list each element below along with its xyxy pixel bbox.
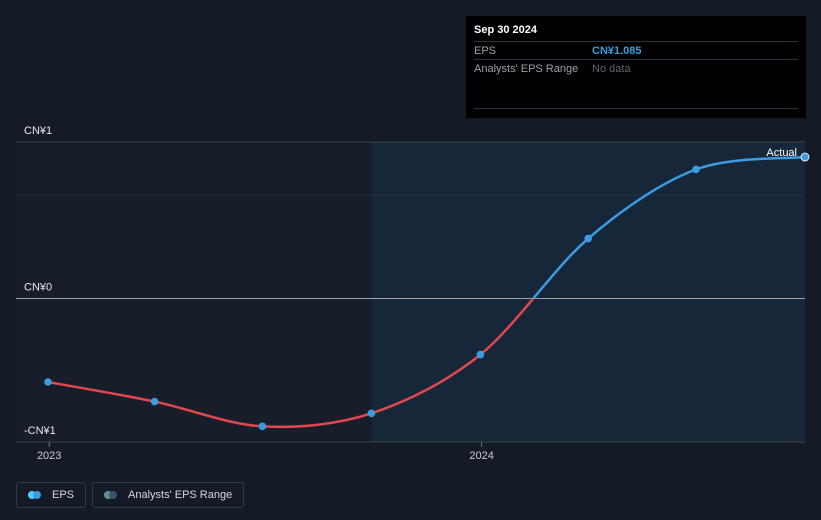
eps-point[interactable] bbox=[367, 409, 376, 418]
legend-eps-label: EPS bbox=[52, 489, 75, 501]
eps-point[interactable] bbox=[258, 422, 267, 431]
actual-label: Actual bbox=[766, 147, 797, 159]
eps-point[interactable] bbox=[44, 378, 52, 386]
eps-legend-icon bbox=[28, 491, 46, 499]
tooltip-row-eps: EPS CN¥1.085 bbox=[474, 41, 798, 59]
eps-series bbox=[47, 155, 806, 429]
y-tick-label-1: CN¥1 bbox=[24, 125, 52, 137]
legend-eps[interactable]: EPS bbox=[16, 482, 87, 508]
eps-point[interactable] bbox=[150, 397, 159, 406]
y-tick-label-0: CN¥0 bbox=[24, 282, 52, 294]
tooltip-range-label: Analysts' EPS Range bbox=[474, 62, 579, 75]
forecast-band bbox=[371, 142, 805, 442]
eps-line-positive bbox=[531, 155, 806, 299]
tooltip-row-range: Analysts' EPS Range No data bbox=[474, 59, 798, 77]
eps-point[interactable] bbox=[692, 165, 700, 174]
y-tick-label-minus-1: -CN¥1 bbox=[24, 425, 56, 437]
range-legend-icon bbox=[104, 491, 122, 499]
plot-background bbox=[16, 142, 371, 442]
eps-line-negative bbox=[47, 298, 535, 429]
tooltip-date: Sep 30 2024 bbox=[474, 24, 537, 36]
eps-points bbox=[44, 152, 810, 431]
tooltip-eps-label: EPS bbox=[474, 44, 497, 57]
eps-point[interactable] bbox=[800, 152, 810, 162]
legend-range-label: Analysts' EPS Range bbox=[128, 489, 233, 501]
eps-point[interactable] bbox=[476, 350, 485, 359]
tooltip-divider bbox=[474, 108, 798, 109]
x-tick-label-2023: 2023 bbox=[37, 450, 61, 462]
eps-point[interactable] bbox=[584, 234, 593, 243]
tooltip-range-value: No data bbox=[592, 62, 631, 75]
tooltip-panel: Sep 30 2024 EPS CN¥1.085 Analysts' EPS R… bbox=[466, 16, 806, 118]
legend: EPS Analysts' EPS Range bbox=[16, 482, 245, 508]
x-tick-label-2024: 2024 bbox=[469, 450, 493, 462]
tooltip-eps-value: CN¥1.085 bbox=[592, 44, 642, 57]
legend-analysts-range[interactable]: Analysts' EPS Range bbox=[92, 482, 245, 508]
